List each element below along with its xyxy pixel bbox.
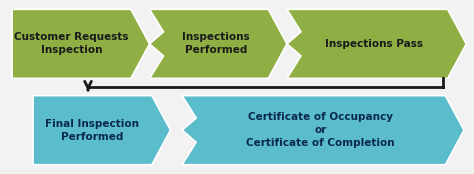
PathPatch shape	[182, 96, 464, 165]
Text: Inspections Pass: Inspections Pass	[325, 39, 423, 49]
PathPatch shape	[33, 96, 171, 165]
Text: Certificate of Occupancy
or
Certificate of Completion: Certificate of Occupancy or Certificate …	[246, 112, 395, 148]
PathPatch shape	[12, 9, 149, 78]
Text: Final Inspection
Performed: Final Inspection Performed	[46, 118, 139, 142]
PathPatch shape	[149, 9, 287, 78]
Text: Inspections
Performed: Inspections Performed	[182, 32, 250, 56]
Text: Customer Requests
Inspection: Customer Requests Inspection	[14, 32, 129, 56]
PathPatch shape	[287, 9, 466, 78]
